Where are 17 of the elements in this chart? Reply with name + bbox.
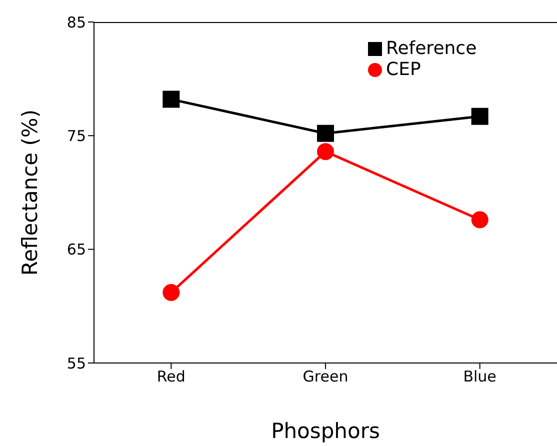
point [317,124,334,142]
y-tick-label: 55 [66,354,86,372]
point [162,284,180,302]
point [471,211,488,228]
point [162,90,180,108]
y-tick-label: 65 [66,240,86,259]
y-tick-label: 75 [66,126,86,145]
legend-label: CEP [386,59,421,80]
point [471,108,488,125]
x-tick-label: Blue [463,368,496,386]
x-axis-title: Phosphors [271,419,380,443]
x-tick-label: Green [302,368,348,386]
point [317,143,334,160]
x-tick-label: Red [156,368,186,386]
legend-label: Reference [386,38,477,59]
y-tick-label: 85 [66,13,86,32]
y-axis-title: Reflectance (%) [18,109,42,276]
